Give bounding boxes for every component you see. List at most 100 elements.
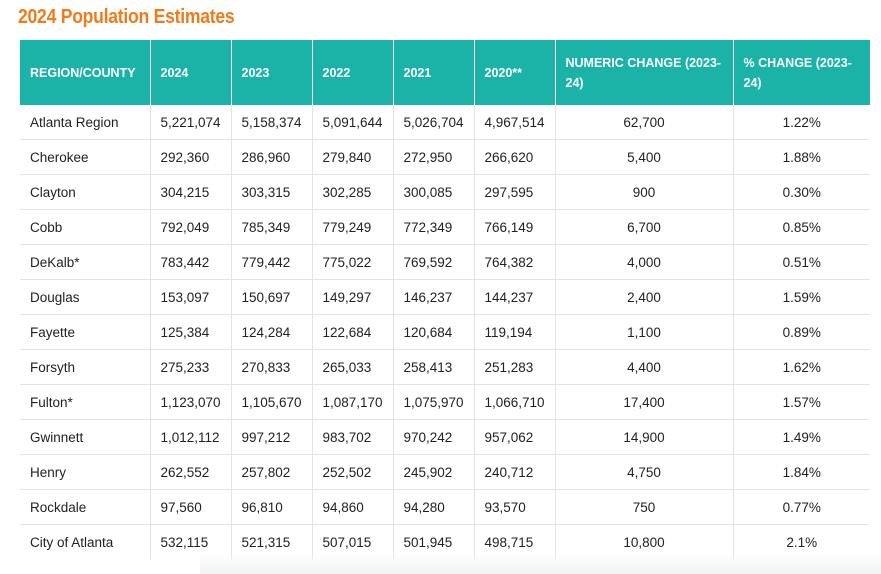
cell-2020: 240,712 xyxy=(474,454,556,490)
cell-2021: 272,950 xyxy=(393,139,475,175)
cell-2021: 146,237 xyxy=(393,279,475,315)
cell-numeric-change: 2,400 xyxy=(555,279,734,315)
table-row: Clayton 304,215 303,315 302,285 300,085 297,5… xyxy=(20,174,870,210)
cell-region: Forsyth xyxy=(20,349,151,385)
cell-region: Cobb xyxy=(20,209,151,245)
cell-2020: 4,967,514 xyxy=(474,105,556,140)
cell-2022: 302,285 xyxy=(312,174,394,210)
cell-percent-change: 0.51% xyxy=(733,244,870,280)
cell-percent-change: 1.84% xyxy=(733,454,870,490)
cell-2023: 150,697 xyxy=(231,279,313,315)
cell-numeric-change: 4,000 xyxy=(555,244,734,280)
population-table: REGION/COUNTY 2024 2023 2022 2021 2020**… xyxy=(20,40,870,559)
cell-2024: 153,097 xyxy=(150,279,232,315)
cell-2021: 769,592 xyxy=(393,244,475,280)
cell-region: Fulton* xyxy=(20,384,151,420)
cell-2022: 1,087,170 xyxy=(312,384,394,420)
cell-2020: 297,595 xyxy=(474,174,556,210)
cell-2022: 252,502 xyxy=(312,454,394,490)
cell-numeric-change: 17,400 xyxy=(555,384,734,420)
cell-2022: 122,684 xyxy=(312,314,394,350)
cell-2022: 279,840 xyxy=(312,139,394,175)
cell-region: Cherokee xyxy=(20,139,151,175)
cell-2021: 245,902 xyxy=(393,454,475,490)
cell-2024: 1,123,070 xyxy=(150,384,232,420)
cell-percent-change: 0.85% xyxy=(733,209,870,245)
header-2021: 2021 xyxy=(393,40,475,105)
cell-2023: 124,284 xyxy=(231,314,313,350)
cell-2023: 5,158,374 xyxy=(231,105,313,140)
table-row: Cherokee 292,360 286,960 279,840 272,950 266,… xyxy=(20,139,870,175)
cell-2020: 251,283 xyxy=(474,349,556,385)
cell-region: Rockdale xyxy=(20,489,151,525)
cell-percent-change: 2.1% xyxy=(786,534,818,550)
header-region: REGION/COUNTY xyxy=(20,40,151,105)
cell-2024: 97,560 xyxy=(150,489,232,525)
cell-2020: 144,237 xyxy=(474,279,556,315)
cell-numeric-change: 900 xyxy=(555,174,734,210)
cell-percent-change: 1.22% xyxy=(733,105,870,140)
cell-2020: 764,382 xyxy=(474,244,556,280)
cell-2023: 257,802 xyxy=(231,454,313,490)
cell-2022: 507,015 xyxy=(312,524,394,559)
cell-2024: 304,215 xyxy=(150,174,232,210)
cell-2024: 125,384 xyxy=(150,314,232,350)
cell-region: Henry xyxy=(20,454,151,490)
cell-2021: 120,684 xyxy=(393,314,475,350)
cell-region: DeKalb* xyxy=(20,244,151,280)
cell-numeric-change: 62,700 xyxy=(555,105,734,140)
header-2024: 2024 xyxy=(150,40,232,105)
cell-2022: 94,860 xyxy=(312,489,394,525)
cell-2020: 498,715 xyxy=(474,524,556,559)
cell-2024: 1,012,112 xyxy=(150,419,232,455)
cell-2022: 779,249 xyxy=(312,209,394,245)
cell-numeric-change: 4,750 xyxy=(555,454,734,490)
cell-percent-change: 1.62% xyxy=(733,349,870,385)
cell-2022: 265,033 xyxy=(312,349,394,385)
header-2023: 2023 xyxy=(231,40,313,105)
header-2022: 2022 xyxy=(312,40,394,105)
table-row: Rockdale 97,560 96,810 94,860 94,280 93,570 75… xyxy=(20,489,870,525)
cell-percent-change: 1.88% xyxy=(733,139,870,175)
cell-2024: 5,221,074 xyxy=(150,105,232,140)
cell-2021: 94,280 xyxy=(393,489,475,525)
cell-numeric-change: 750 xyxy=(555,489,734,525)
cell-numeric-change: 14,900 xyxy=(555,419,734,455)
table-row: Douglas 153,097 150,697 149,297 146,237 144,2… xyxy=(20,279,870,315)
cell-2024: 792,049 xyxy=(150,209,232,245)
cell-2023: 1,105,670 xyxy=(231,384,313,420)
cell-2024: 292,360 xyxy=(150,139,232,175)
cell-region: Atlanta Region xyxy=(20,105,151,140)
cell-numeric-change: 10,800 xyxy=(555,524,734,559)
cell-2024: 275,233 xyxy=(150,349,232,385)
table-header-row: REGION/COUNTY 2024 2023 2022 2021 2020**… xyxy=(20,40,870,105)
page-title: 2024 Population Estimates xyxy=(18,6,235,28)
cell-2020: 266,620 xyxy=(474,139,556,175)
table-row: Cobb 792,049 785,349 779,249 772,349 766,149 6… xyxy=(20,209,870,245)
cell-2023: 270,833 xyxy=(231,349,313,385)
table-row: Henry 262,552 257,802 252,502 245,902 240,712… xyxy=(20,454,870,490)
table-row: Fayette 125,384 124,284 122,684 120,684 119,1… xyxy=(20,314,870,350)
cell-2024: 262,552 xyxy=(150,454,232,490)
cell-region: Clayton xyxy=(20,174,151,210)
cell-2023: 286,960 xyxy=(231,139,313,175)
cell-percent-change: 1.49% xyxy=(733,419,870,455)
cell-numeric-change: 4,400 xyxy=(555,349,734,385)
cell-2021: 258,413 xyxy=(393,349,475,385)
cell-numeric-change: 5,400 xyxy=(555,139,734,175)
cell-2020: 93,570 xyxy=(474,489,556,525)
table-body: Atlanta Region 5,221,074 5,158,374 5,091,64… xyxy=(20,105,870,559)
cell-2021: 300,085 xyxy=(393,174,475,210)
cell-percent-change: 0.89% xyxy=(733,314,870,350)
table-row: City of Atlanta 532,115 521,315 507,015 501,… xyxy=(20,524,870,559)
cell-region: Fayette xyxy=(20,314,151,350)
table-row: DeKalb* 783,442 779,442 775,022 769,592 764,3… xyxy=(20,244,870,280)
cell-percent-change: 1.57% xyxy=(733,384,870,420)
cell-percent-change: 1.59% xyxy=(733,279,870,315)
cell-2022: 5,091,644 xyxy=(312,105,394,140)
cell-2022: 149,297 xyxy=(312,279,394,315)
cell-2024: 532,115 xyxy=(150,524,232,559)
table-row: Gwinnett 1,012,112 997,212 983,702 970,242 95… xyxy=(20,419,870,455)
table-row: Fulton* 1,123,070 1,105,670 1,087,170 1,075,… xyxy=(20,384,870,420)
header-numeric-change: NUMERIC CHANGE (2023-24) xyxy=(555,40,734,105)
